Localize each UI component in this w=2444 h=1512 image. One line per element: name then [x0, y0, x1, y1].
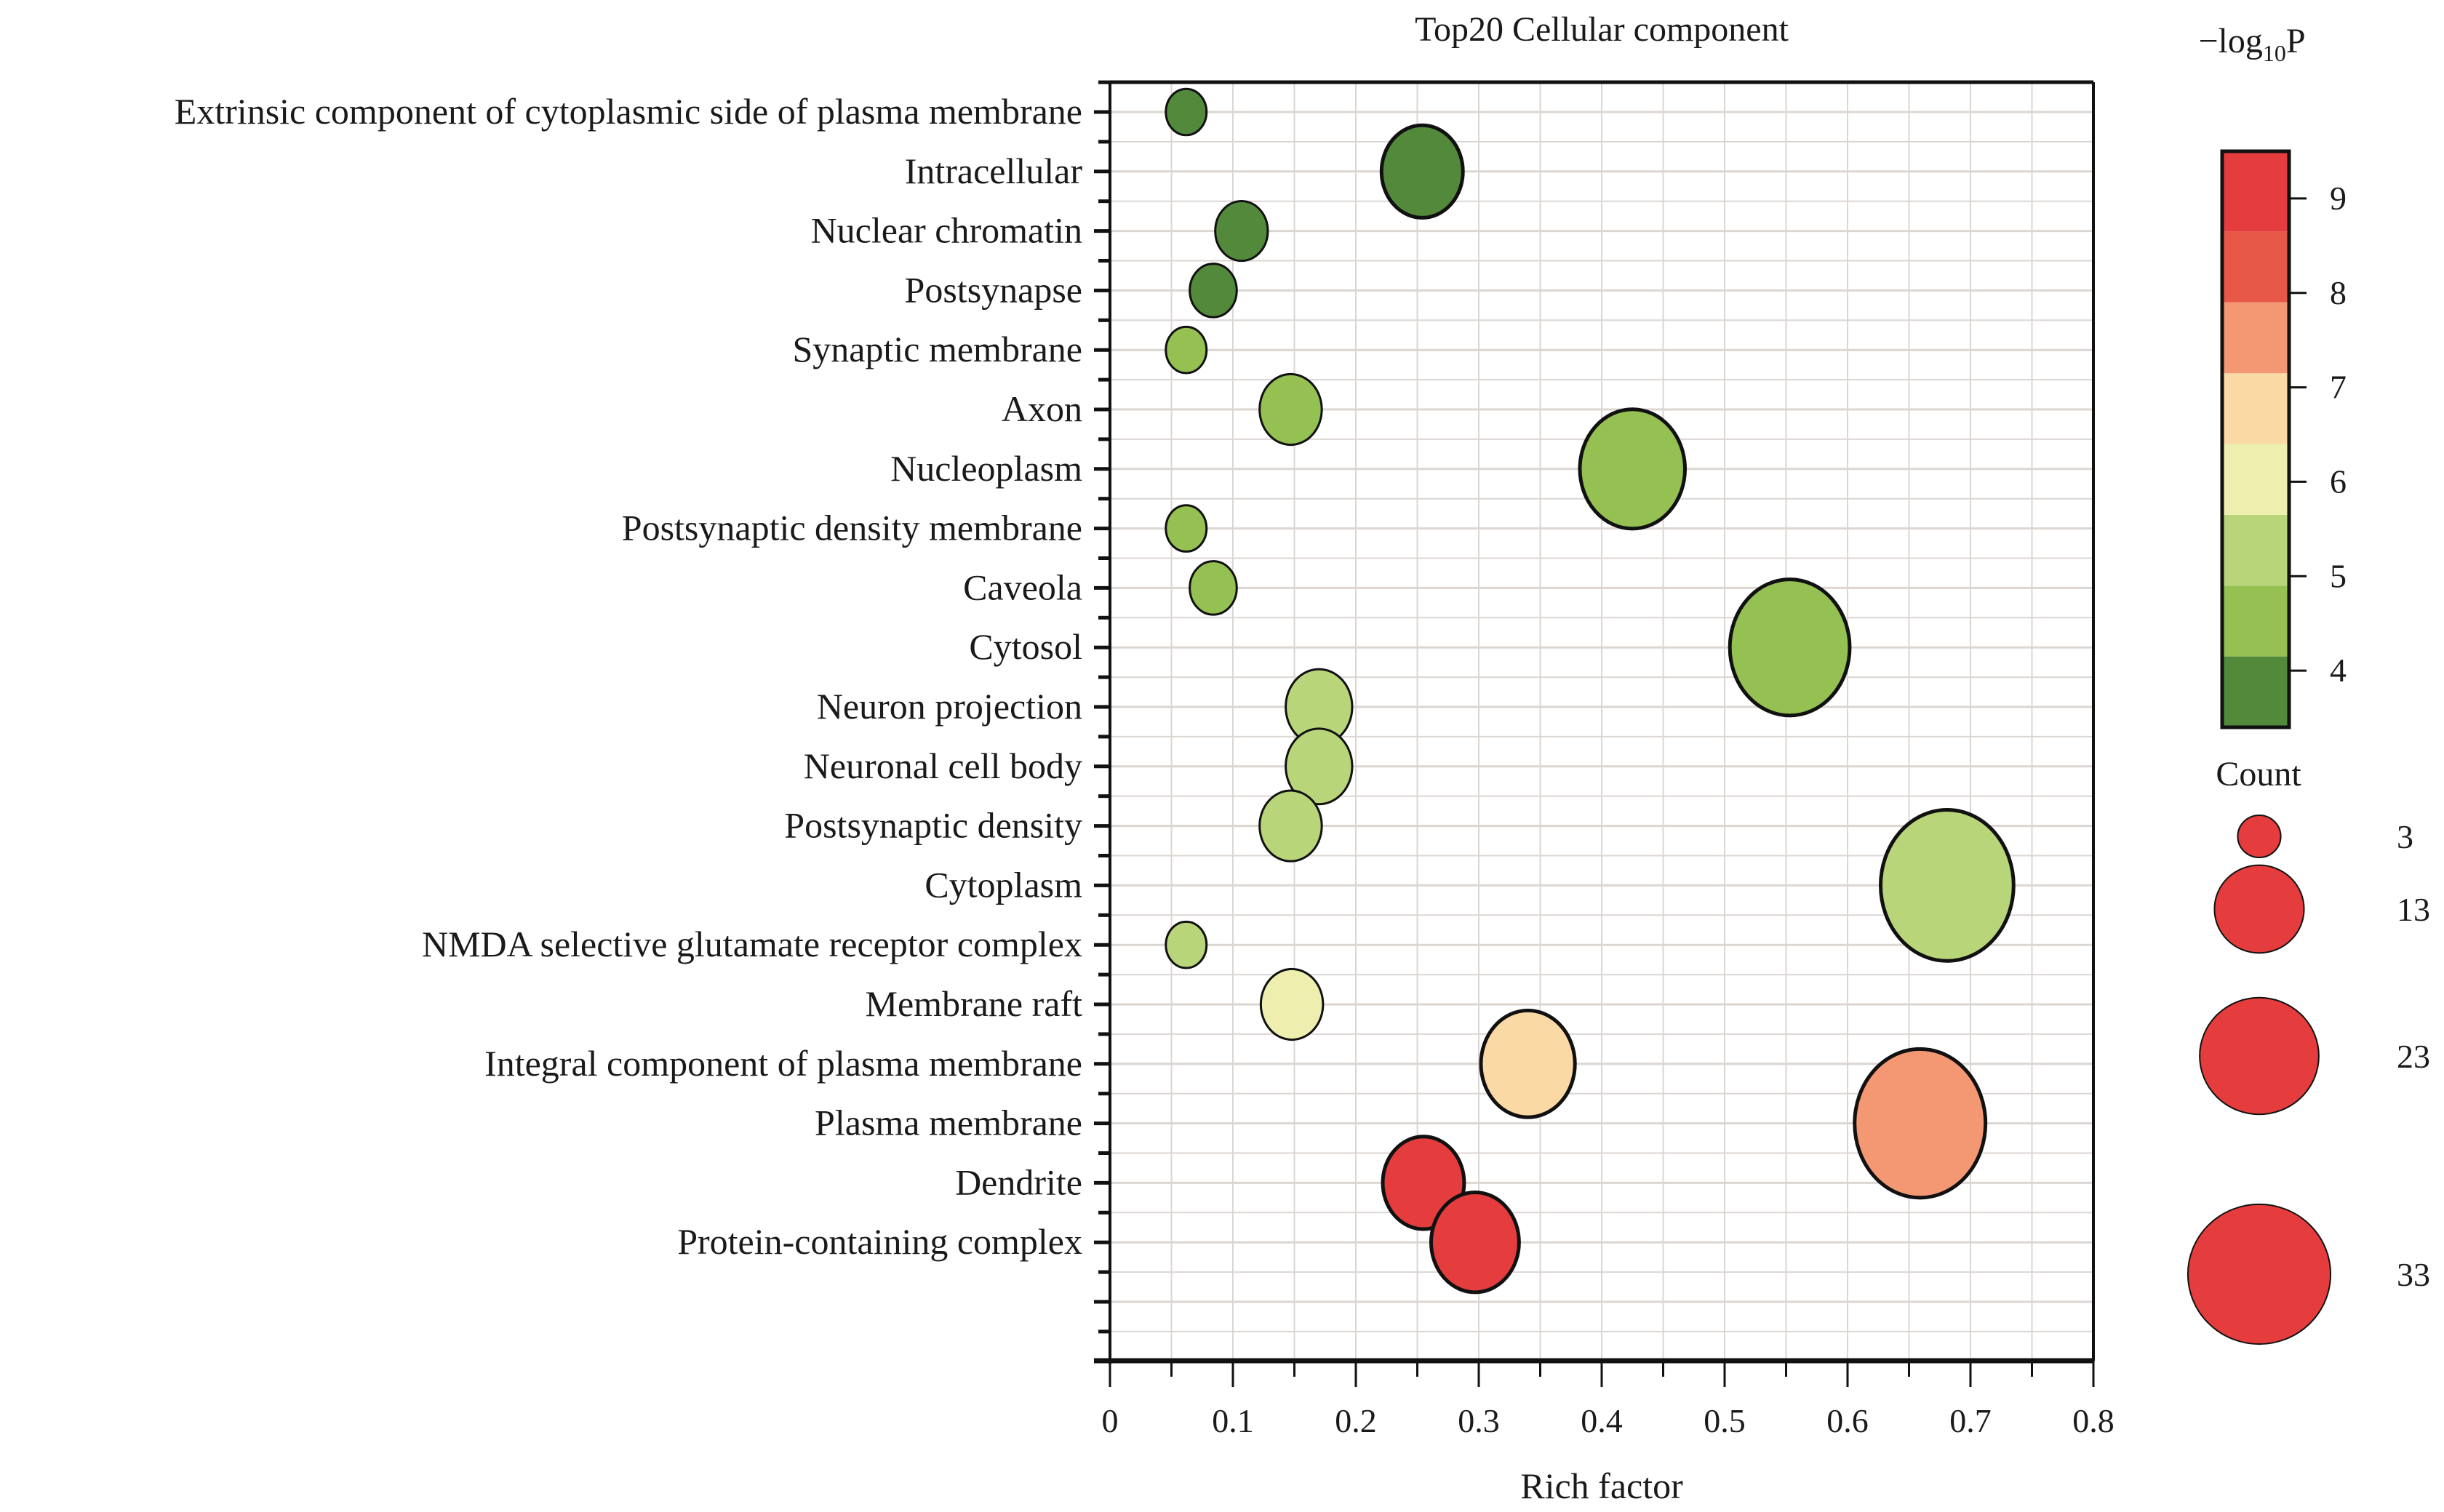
- y-category-label: Postsynapse: [905, 269, 1082, 310]
- y-category-label: Postsynaptic density: [784, 805, 1082, 846]
- x-tick-label: 0.6: [1826, 1402, 1869, 1439]
- y-category-label: Dendrite: [955, 1161, 1082, 1202]
- size-legend-label: 33: [2397, 1256, 2430, 1293]
- color-legend-band: [2222, 231, 2289, 303]
- x-tick-label: 0: [1102, 1402, 1119, 1439]
- bubble-series: [1165, 87, 2016, 1295]
- bubble-point: [1578, 407, 1688, 531]
- y-category-label: Caveola: [963, 567, 1082, 607]
- y-category-label: Protein-containing complex: [677, 1221, 1082, 1262]
- y-category-label: Neuronal cell body: [804, 745, 1082, 786]
- x-tick-label: 0.1: [1212, 1402, 1254, 1439]
- color-legend-tick-label: 4: [2330, 652, 2347, 689]
- size-legend-bubble: [2199, 996, 2320, 1116]
- size-legend-label: 23: [2397, 1038, 2430, 1075]
- color-legend-title: −log10P: [2198, 22, 2305, 66]
- axes: [1094, 80, 2095, 1387]
- bubble-point: [1379, 123, 1465, 220]
- color-legend-tick-label: 8: [2330, 274, 2347, 311]
- size-legend-label: 3: [2397, 818, 2413, 855]
- bubble-point: [1285, 727, 1354, 806]
- x-tick-label: 0.4: [1581, 1402, 1623, 1439]
- size-legend-items: 3 13 23 33: [2187, 815, 2430, 1345]
- size-legend-label: 13: [2397, 891, 2430, 928]
- y-category-label: NMDA selective glutamate receptor comple…: [422, 924, 1082, 964]
- bubble-point: [1258, 372, 1323, 447]
- y-category-label: Integral component of plasma membrane: [484, 1043, 1082, 1084]
- color-legend-band: [2222, 514, 2289, 586]
- bubble-point: [1214, 200, 1269, 263]
- color-legend-tick-label: 6: [2330, 463, 2347, 500]
- bubble-point: [1878, 808, 2016, 963]
- y-category-label: Intracellular: [905, 151, 1083, 191]
- color-legend-band: [2222, 302, 2289, 374]
- size-legend: Count 3 13 23 33: [2187, 755, 2430, 1345]
- x-tick-label: 0.8: [2072, 1402, 2114, 1439]
- x-tick-label: 0.5: [1704, 1402, 1746, 1439]
- size-legend-bubble: [2213, 864, 2305, 954]
- size-legend-title: Count: [2216, 755, 2301, 793]
- bubble-point: [1853, 1047, 1988, 1200]
- y-axis-labels: Extrinsic component of cytoplasmic side …: [175, 91, 1083, 1262]
- chart-title: Top20 Cellular component: [1415, 10, 1789, 49]
- y-category-label: Nucleoplasm: [890, 448, 1082, 489]
- color-legend-tick-label: 7: [2330, 369, 2347, 406]
- color-legend: −log10P 4 5 6 7 8 9: [2198, 22, 2347, 729]
- bubble-point: [1165, 87, 1208, 137]
- color-legend-ticks: 4 5 6 7 8 9: [2289, 180, 2347, 689]
- y-category-label: Synaptic membrane: [793, 329, 1083, 369]
- bubble-point: [1429, 1191, 1521, 1295]
- bubble-point: [1479, 1008, 1577, 1119]
- y-category-label: Postsynaptic density membrane: [622, 508, 1082, 548]
- bubble-point: [1728, 577, 1852, 718]
- bubble-point: [1165, 920, 1208, 969]
- x-tick-label: 0.7: [1949, 1402, 1992, 1439]
- color-legend-tick-label: 9: [2330, 180, 2347, 217]
- x-axis-title: Rich factor: [1520, 1465, 1683, 1506]
- x-tick-label: 0.2: [1335, 1402, 1377, 1439]
- y-category-label: Cytosol: [969, 626, 1082, 667]
- color-legend-title-end: P: [2286, 22, 2306, 60]
- bubble-point: [1189, 560, 1238, 616]
- y-category-label: Extrinsic component of cytoplasmic side …: [175, 91, 1082, 132]
- bubble-point: [1259, 967, 1325, 1041]
- bubble-point: [1258, 789, 1323, 863]
- y-category-label: Plasma membrane: [815, 1103, 1082, 1143]
- color-legend-band: [2222, 373, 2289, 444]
- color-legend-band: [2222, 656, 2289, 727]
- x-tick-label: 0.3: [1458, 1402, 1500, 1439]
- color-legend-title-main: −log: [2198, 22, 2262, 60]
- x-axis-labels: 0 0.1 0.2 0.3 0.4 0.5 0.6 0.7 0.8: [1102, 1402, 2114, 1439]
- bubble-point: [1189, 263, 1238, 319]
- size-legend-bubble: [2237, 815, 2282, 858]
- y-category-label: Nuclear chromatin: [811, 210, 1082, 251]
- color-legend-tick-label: 5: [2330, 557, 2347, 594]
- y-category-label: Axon: [1002, 388, 1082, 429]
- color-legend-band: [2222, 151, 2289, 232]
- color-legend-border: [2220, 149, 2291, 729]
- color-legend-band: [2222, 444, 2289, 515]
- y-category-label: Membrane raft: [866, 983, 1083, 1024]
- y-category-label: Neuron projection: [817, 686, 1082, 727]
- color-legend-bands: [2220, 149, 2291, 729]
- color-legend-title-sub: 10: [2263, 40, 2286, 66]
- size-legend-bubble: [2187, 1203, 2332, 1345]
- y-category-label: Cytoplasm: [925, 864, 1082, 905]
- bubble-point: [1165, 504, 1208, 553]
- bubble-point: [1165, 325, 1208, 375]
- color-legend-band: [2222, 585, 2289, 657]
